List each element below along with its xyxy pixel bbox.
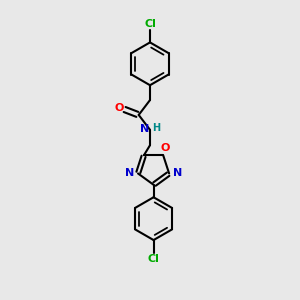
Text: Cl: Cl bbox=[144, 19, 156, 29]
Text: Cl: Cl bbox=[148, 254, 160, 264]
Text: O: O bbox=[114, 103, 124, 113]
Text: N: N bbox=[140, 124, 149, 134]
Text: N: N bbox=[173, 168, 182, 178]
Text: O: O bbox=[161, 143, 170, 153]
Text: N: N bbox=[125, 168, 134, 178]
Text: H: H bbox=[152, 123, 160, 133]
